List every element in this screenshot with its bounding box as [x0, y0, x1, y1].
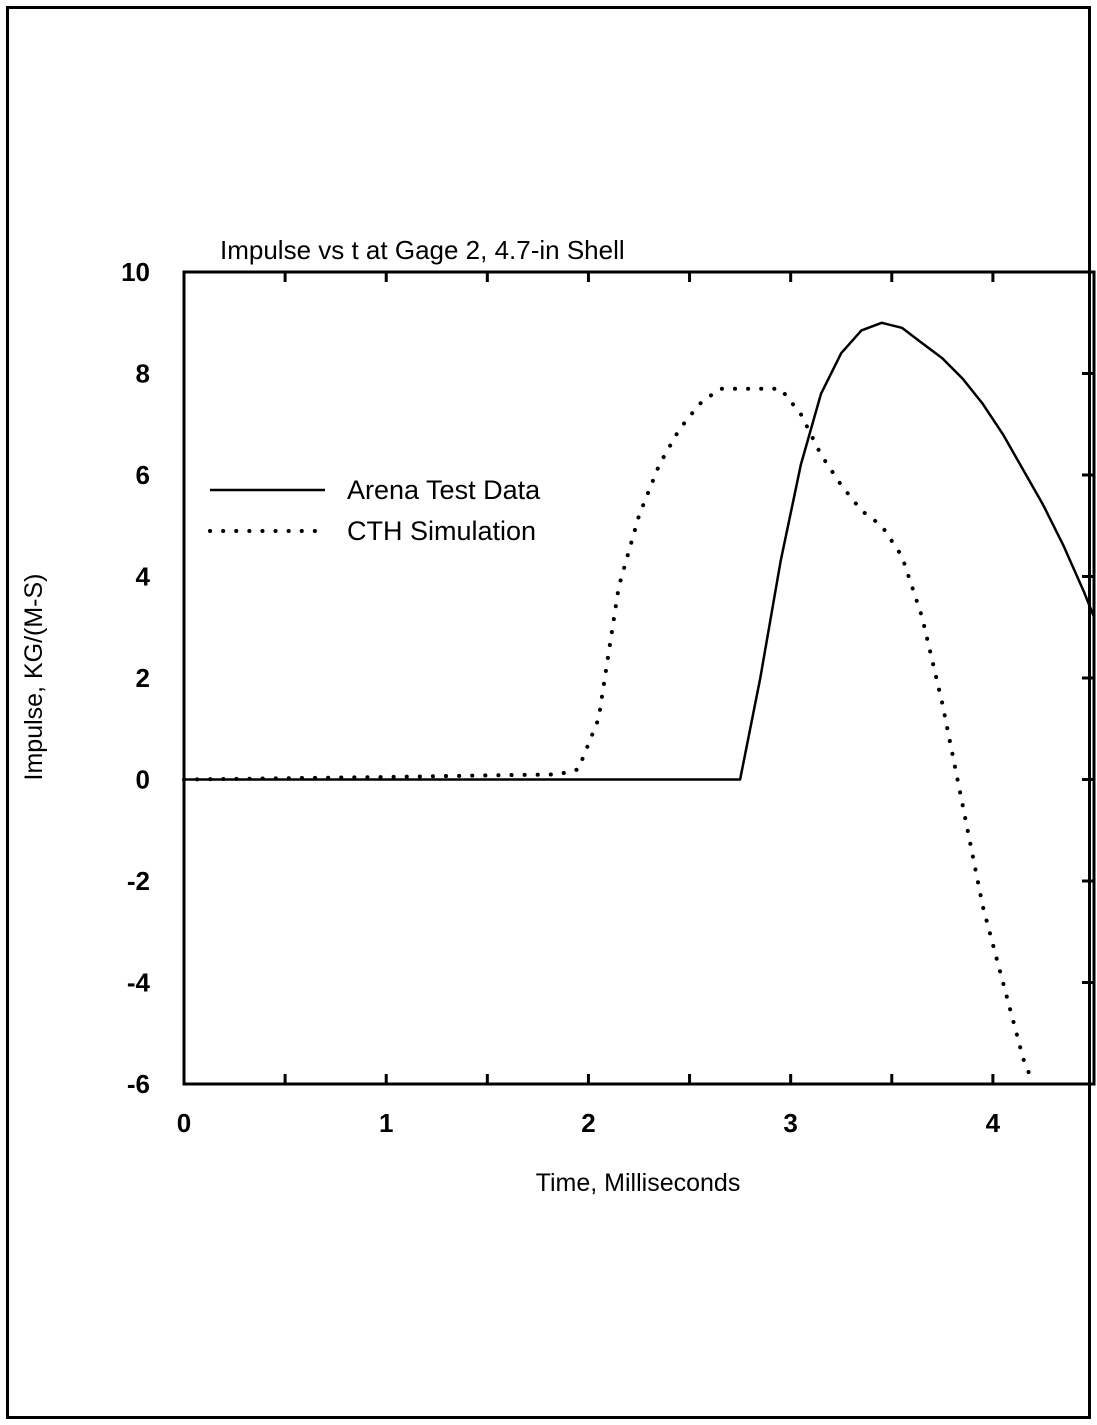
x-tick-label: 4	[986, 1108, 1001, 1138]
series-line-cth-simulation	[184, 389, 1033, 1084]
legend: Arena Test Data CTH Simulation	[210, 475, 541, 546]
y-tick-label: 4	[136, 562, 151, 592]
legend-label-cth-simulation: CTH Simulation	[347, 516, 536, 546]
y-tick-label: 10	[121, 257, 150, 287]
y-axis: -6 -4 -2 0 2 4 6 8 10	[121, 257, 1094, 1099]
legend-label-arena-test-data: Arena Test Data	[347, 475, 541, 505]
x-axis: 0 1 2 3 4	[177, 272, 1001, 1138]
y-tick-label: 6	[136, 460, 150, 490]
y-tick-label: 8	[136, 359, 150, 389]
x-tick-label: 0	[177, 1108, 191, 1138]
chart-title: Impulse vs t at Gage 2, 4.7-in Shell	[220, 235, 625, 265]
y-axis-label: Impulse, KG/(M-S)	[20, 574, 48, 781]
series-layer	[184, 323, 1094, 1084]
y-tick-label: -2	[127, 866, 150, 896]
y-tick-label: -4	[127, 968, 151, 998]
series-line-arena-test-data	[184, 323, 1094, 780]
y-tick-label: -6	[127, 1069, 150, 1099]
x-axis-label: Time, Milliseconds	[536, 1169, 741, 1197]
y-tick-label: 0	[136, 765, 150, 795]
plot-area	[184, 272, 1094, 1084]
x-tick-label: 2	[581, 1108, 595, 1138]
x-tick-label: 3	[783, 1108, 797, 1138]
x-tick-label: 1	[379, 1108, 393, 1138]
y-tick-label: 2	[136, 663, 150, 693]
